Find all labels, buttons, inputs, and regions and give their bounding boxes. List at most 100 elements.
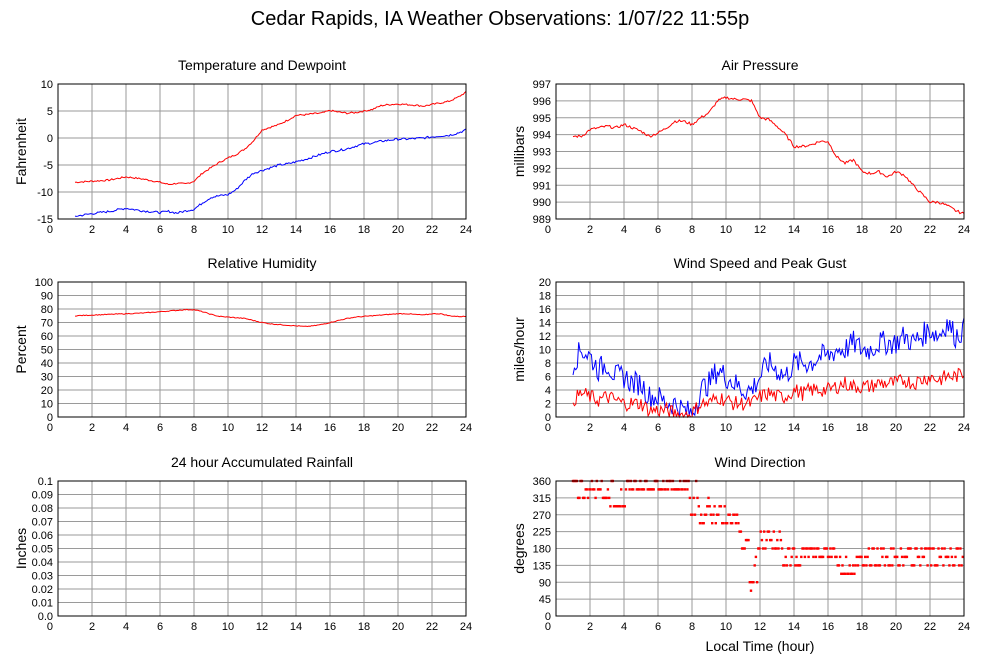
direction-point [798,564,802,567]
wind-y-tick-label: 12 [539,331,551,343]
direction-point [696,496,699,500]
direction-point [785,564,789,567]
direction-point [755,581,759,584]
humidity-y-tick-label: 30 [41,372,53,384]
direction-point [807,555,810,559]
humidity-y-tick-label: 60 [41,331,53,343]
humidity-x-tick-label: 10 [222,422,234,434]
direction-point [709,513,713,516]
pressure-y-tick-label: 995 [533,113,551,125]
humidity-y-tick-label: 100 [35,277,53,289]
humidity-x-tick-label: 20 [392,422,404,434]
direction-y-tick-label: 225 [533,527,551,539]
temp-series-1-line [74,128,467,217]
direction-point [780,547,784,550]
direction-point [891,564,894,567]
direction-point [737,522,740,525]
pressure-y-tick-label: 996 [533,96,551,108]
direction-point [721,522,724,525]
direction-point [896,555,899,559]
pressure-x-tick-label: 6 [655,224,661,236]
direction-point [624,488,628,491]
direction-point [953,564,956,567]
direction-point [583,496,586,500]
direction-point [609,505,612,508]
pressure-x-tick-label: 12 [754,224,766,236]
humidity-plot-frame [57,281,467,418]
direction-point [593,488,596,491]
wind-x-tick-label: 18 [856,422,868,434]
direction-point [692,496,695,500]
direction-point [632,488,635,491]
direction-point [942,564,945,567]
humidity-y-tick-label: 70 [41,318,53,330]
rain-y-tick-label: 0.05 [32,544,53,556]
direction-point [878,564,882,567]
direction-point [729,522,733,525]
wind-y-tick-label: 14 [539,318,551,330]
rain-x-tick-label: 12 [256,621,268,633]
direction-point [767,530,771,533]
direction-y-tick-label: 90 [539,577,551,589]
direction-point [742,547,745,550]
direction-point [738,530,741,533]
direction-y-tick-label: 45 [539,594,551,606]
direction-point [802,547,805,550]
pressure-x-tick-label: 24 [958,224,970,236]
direction-point [792,547,796,550]
direction-point [731,522,734,525]
temp-y-tick-label: -10 [37,187,53,199]
direction-point [790,555,793,559]
direction-point [698,522,702,525]
direction-point [700,513,703,516]
rain-y-tick-label: 0.1 [38,476,53,488]
direction-point [605,496,608,500]
direction-point [686,488,689,491]
rain-y-tick-label: 0.0 [38,611,53,623]
direction-point [758,547,761,550]
rain-x-tick-label: 4 [123,621,129,633]
direction-point [855,555,858,559]
wind-plot-frame [555,281,965,418]
rain-x-tick-label: 2 [89,621,95,633]
direction-point [706,505,709,508]
wind-x-tick-label: 2 [587,422,593,434]
direction-point [917,555,921,559]
direction-point [578,496,581,500]
temp-x-tick-label: 6 [157,224,163,236]
direction-point [670,488,673,491]
humidity-y-tick-label: 90 [41,291,53,303]
direction-point [734,522,738,525]
pressure-y-tick-label: 992 [533,163,551,175]
rain-x-tick-label: 10 [222,621,234,633]
direction-point [860,555,863,559]
temp-chart-title: Temperature and Dewpoint [178,57,346,73]
direction-point [913,564,916,567]
direction-point [825,547,828,550]
direction-point [746,538,749,542]
direction-point [850,572,854,575]
humidity-x-tick-label: 8 [191,422,197,434]
direction-point [740,547,744,550]
direction-x-tick-label: 22 [924,621,936,633]
direction-x-tick-label: 18 [856,621,868,633]
direction-point [862,564,866,567]
direction-x-tick-label: 6 [655,621,661,633]
direction-point [853,572,856,575]
direction-points [571,479,964,592]
temp-x-tick-label: 18 [358,224,370,236]
direction-point [660,488,664,491]
direction-point [754,555,758,559]
pressure-x-tick-label: 16 [822,224,834,236]
wind-y-tick-label: 2 [545,399,551,411]
direction-point [714,522,717,525]
direction-y-tick-label: 270 [533,510,551,522]
temp-y-axis-label: Fahrenheit [13,118,29,185]
direction-point [948,564,951,567]
direction-point [880,547,883,550]
direction-point [664,488,667,491]
direction-point [882,547,885,550]
temp-x-tick-label: 24 [460,224,472,236]
